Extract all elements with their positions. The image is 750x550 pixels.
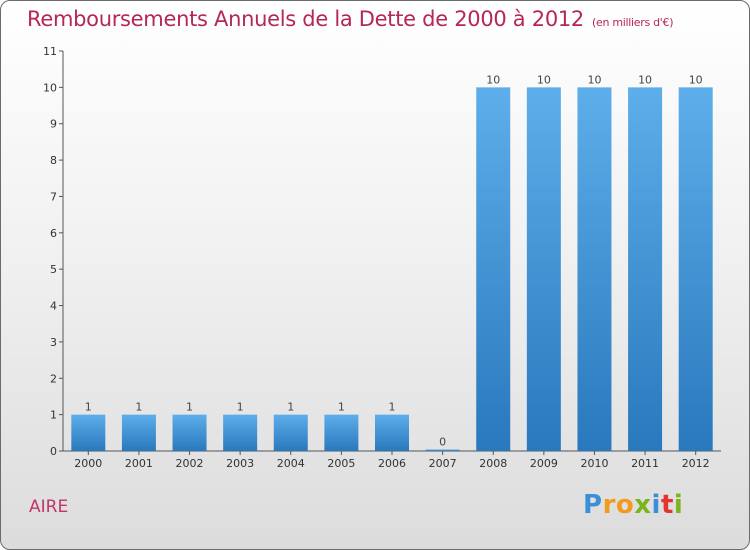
data-label: 0	[439, 436, 446, 449]
logo-letter: r	[602, 490, 616, 520]
bar	[223, 414, 258, 451]
y-tick-label: 6	[50, 227, 57, 240]
x-tick-label: 2007	[429, 457, 457, 470]
data-label: 1	[85, 401, 92, 414]
y-tick-label: 11	[43, 45, 57, 58]
x-tick-label: 2009	[530, 457, 558, 470]
data-label: 10	[638, 73, 652, 86]
bar	[526, 87, 561, 451]
data-label: 10	[689, 73, 703, 86]
y-tick-label: 0	[50, 445, 57, 458]
y-tick-label: 9	[50, 118, 57, 131]
logo-letter: i	[673, 490, 684, 520]
title-text: Remboursements Annuels de la Dette de 20…	[27, 7, 584, 31]
x-tick-label: 2001	[125, 457, 153, 470]
x-tick-label: 2011	[631, 457, 659, 470]
data-label: 1	[237, 401, 244, 414]
y-tick-label: 2	[50, 372, 57, 385]
y-tick-label: 10	[43, 81, 57, 94]
unit-note: (en milliers d'€)	[592, 16, 674, 29]
data-label: 1	[186, 401, 193, 414]
bar	[577, 87, 612, 451]
x-tick-label: 2000	[74, 457, 102, 470]
proxiti-logo[interactable]: Proxiti	[583, 490, 683, 520]
bar	[678, 87, 713, 451]
logo-letter: x	[634, 490, 652, 520]
y-tick-label: 1	[50, 409, 57, 422]
bar	[476, 87, 511, 451]
bar	[121, 414, 156, 451]
bar	[172, 414, 207, 451]
x-tick-label: 2012	[682, 457, 710, 470]
x-tick-label: 2006	[378, 457, 406, 470]
data-label: 1	[287, 401, 294, 414]
logo-letter: o	[615, 490, 635, 520]
data-label: 1	[135, 401, 142, 414]
chart-title: Remboursements Annuels de la Dette de 20…	[27, 7, 673, 31]
x-tick-label: 2004	[277, 457, 305, 470]
y-tick-label: 4	[50, 300, 57, 313]
data-label: 10	[486, 73, 500, 86]
data-label: 1	[338, 401, 345, 414]
bar	[324, 414, 359, 451]
x-tick-label: 2005	[327, 457, 355, 470]
data-label: 1	[389, 401, 396, 414]
x-tick-label: 2010	[580, 457, 608, 470]
data-label: 10	[587, 73, 601, 86]
x-tick-label: 2003	[226, 457, 254, 470]
bar	[425, 449, 460, 451]
x-tick-label: 2002	[176, 457, 204, 470]
y-tick-label: 7	[50, 190, 57, 203]
logo-letter: i	[651, 490, 661, 520]
bar	[71, 414, 106, 451]
y-tick-label: 3	[50, 336, 57, 349]
logo-letter: P	[583, 490, 603, 520]
logo-letter: t	[660, 490, 674, 520]
bar	[628, 87, 663, 451]
x-tick-label: 2008	[479, 457, 507, 470]
bar	[273, 414, 308, 451]
city-name: AIRE	[29, 497, 69, 517]
data-label: 10	[537, 73, 551, 86]
bar	[375, 414, 409, 451]
y-tick-label: 5	[50, 263, 57, 276]
y-tick-label: 8	[50, 154, 57, 167]
